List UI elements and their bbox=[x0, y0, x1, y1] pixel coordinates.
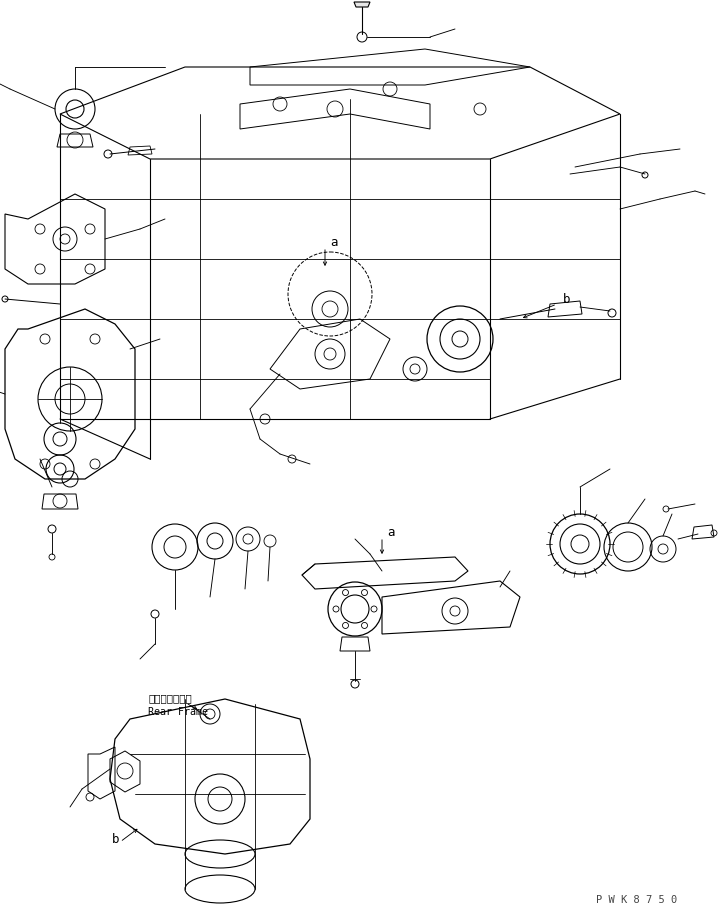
Text: P W K 8 7 5 0: P W K 8 7 5 0 bbox=[596, 894, 677, 904]
Text: b: b bbox=[112, 833, 120, 845]
Text: Rear Frame: Rear Frame bbox=[148, 706, 208, 716]
Text: b: b bbox=[563, 293, 570, 306]
Text: a: a bbox=[330, 236, 337, 250]
Text: リヤーフレーム: リヤーフレーム bbox=[148, 692, 192, 702]
Polygon shape bbox=[354, 3, 370, 8]
Text: a: a bbox=[387, 526, 394, 539]
